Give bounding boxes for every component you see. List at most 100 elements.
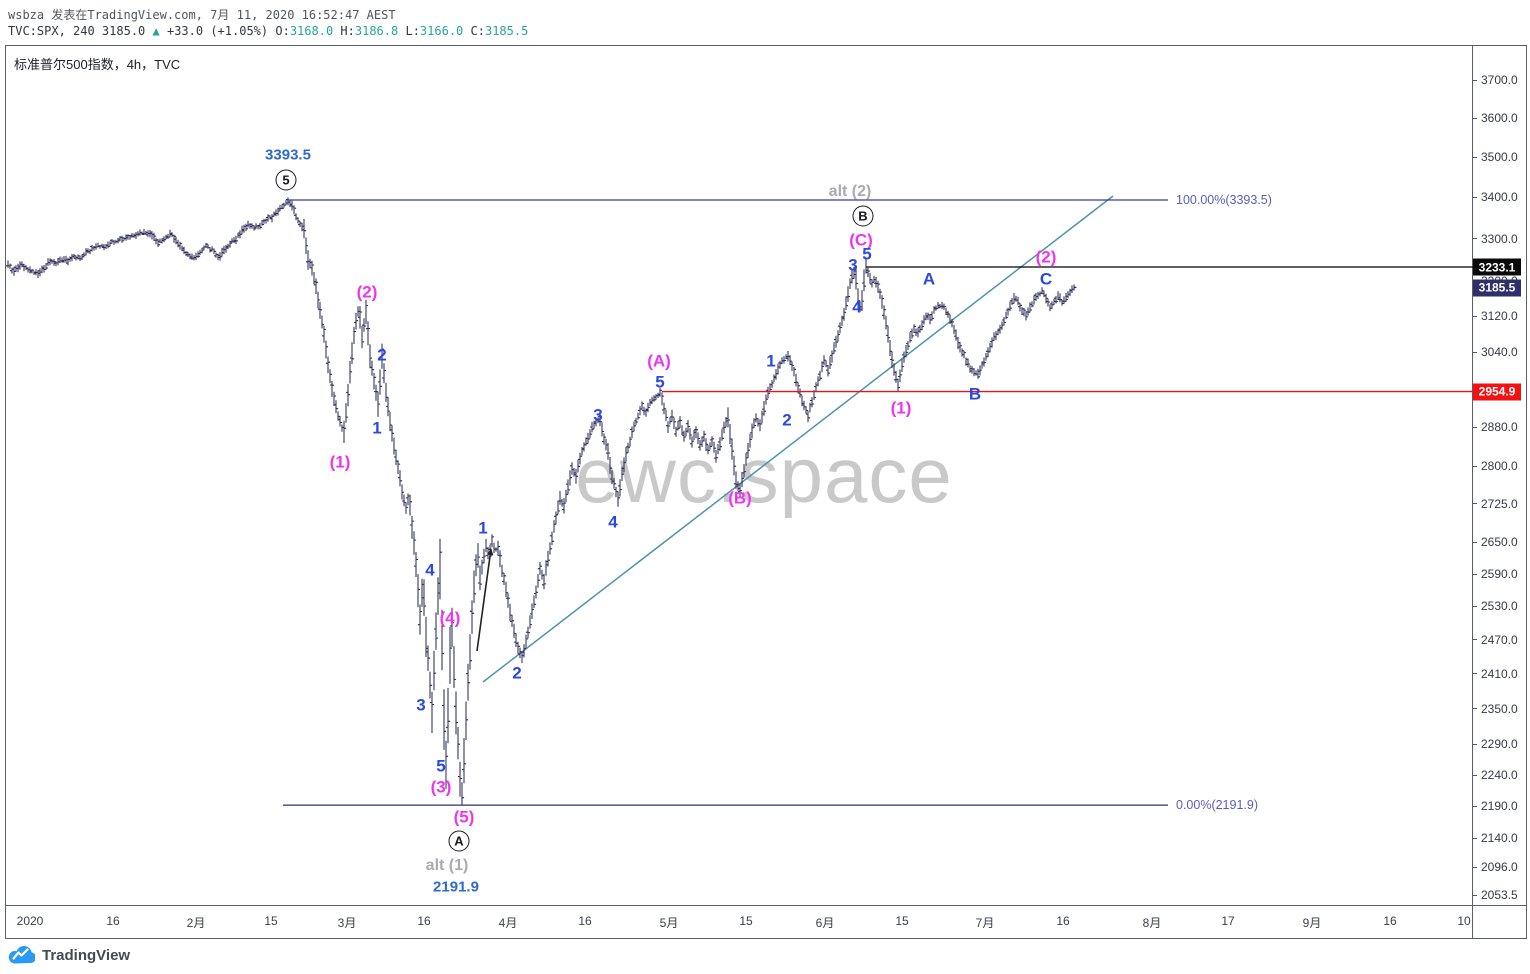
wave-label: A [922, 269, 936, 289]
symbol-ohlc-line: TVC:SPX, 240 3185.0 ▲ +33.0 (+1.05%) O:3… [8, 24, 528, 38]
wave-label: 1 [372, 418, 382, 438]
chart-title: 标准普尔500指数，4h，TVC [14, 57, 181, 72]
wave-label: 2 [377, 345, 387, 365]
open-value: 3168.0 [289, 24, 334, 38]
wave-label: (1) [890, 398, 912, 418]
price-tick: 3600.0 [1473, 111, 1518, 125]
price-tick: 2725.0 [1473, 497, 1518, 511]
price-tick: 2880.0 [1473, 420, 1518, 434]
price-tick: 2650.0 [1473, 535, 1518, 549]
price-tick: 2800.0 [1473, 459, 1518, 473]
change-up-icon: ▲ [152, 24, 160, 38]
wave-label: C [1039, 269, 1053, 289]
wave-label: 2191.9 [433, 878, 479, 896]
wave-label: 4 [608, 512, 618, 532]
price-tick: 3120.0 [1473, 309, 1518, 323]
price-tick: 3300.0 [1473, 232, 1518, 246]
price-tick: 2530.0 [1473, 599, 1518, 613]
wave-label: 3 [593, 405, 603, 425]
time-tick: 15 [264, 914, 278, 928]
price-tick: 2410.0 [1473, 667, 1518, 681]
fib-level-label: 0.00%(2191.9) [1176, 797, 1259, 812]
wave-label: alt (2) [828, 183, 872, 200]
wave-label: 5 [862, 244, 872, 264]
wave-label: A [448, 830, 470, 852]
open-key: O: [275, 24, 290, 38]
time-tick: 16 [1383, 914, 1397, 928]
time-tick: 9月 [1302, 916, 1322, 930]
time-tick: 4月 [498, 916, 518, 930]
wave-label: alt (1) [425, 857, 469, 874]
price-axis-divider [1472, 46, 1473, 938]
wave-label: 3393.5 [265, 146, 311, 164]
wave-label: 1 [766, 351, 776, 371]
high-key: H: [340, 24, 355, 38]
time-tick: 15 [895, 914, 909, 928]
price-badge: 3233.1 [1473, 258, 1521, 276]
high-value: 3186.8 [354, 24, 399, 38]
time-tick: 2月 [186, 916, 206, 930]
time-tick: 8月 [1142, 916, 1162, 930]
price-tick: 2096.0 [1473, 860, 1518, 874]
time-tick: 6月 [815, 916, 835, 930]
close-key: C: [470, 24, 485, 38]
wave-label: 4 [425, 560, 435, 580]
price-tick: 3500.0 [1473, 150, 1518, 164]
time-axis[interactable]: 2020 16 2月 15 3月 16 4月 16 5月 15 6月 15 7月 16 8月 17 9月 16 10 [5, 906, 1472, 937]
price-axis[interactable]: 3700.03600.03500.03400.03300.03200.03120… [1473, 46, 1527, 905]
low-key: L: [405, 24, 420, 38]
time-tick: 16 [578, 914, 592, 928]
wave-label: 2 [512, 663, 522, 683]
wave-label: (2) [1035, 247, 1057, 267]
wave-label: (A) [647, 351, 671, 371]
price-tick: 2470.0 [1473, 633, 1518, 647]
time-tick: 3月 [337, 916, 357, 930]
time-tick: 5月 [659, 916, 679, 930]
wave-label: 4 [852, 297, 862, 317]
time-tick: 10 [1457, 914, 1471, 928]
price-tick: 3040.0 [1473, 345, 1518, 359]
price-tick: 2350.0 [1473, 702, 1518, 716]
price-tick: 2290.0 [1473, 737, 1518, 751]
wave-label: 3 [848, 255, 858, 275]
time-axis-divider [5, 905, 1527, 906]
wave-label: (5) [453, 807, 475, 827]
low-value: 3166.0 [419, 24, 464, 38]
price-tick: 3700.0 [1473, 73, 1518, 87]
change-value: +33.0 (+1.05%) [166, 24, 269, 38]
chart-frame [5, 45, 1527, 939]
wave-label: 2 [782, 410, 792, 430]
wave-label: 1 [478, 518, 488, 538]
time-tick: 7月 [975, 916, 995, 930]
price-badge: 3185.5 [1473, 279, 1521, 297]
wave-label: 5 [655, 372, 665, 392]
tradingview-cloud-icon [8, 945, 35, 964]
time-tick: 16 [1056, 914, 1070, 928]
wave-label: (4) [439, 608, 461, 628]
fib-level-label: 100.00%(3393.5) [1176, 192, 1272, 207]
wave-label: (3) [430, 777, 452, 797]
symbol-info: TVC:SPX, 240 3185.0 [8, 24, 146, 38]
close-value: 3185.5 [484, 24, 529, 38]
time-tick: 2020 [16, 914, 44, 928]
price-tick: 2140.0 [1473, 831, 1518, 845]
price-tick: 3400.0 [1473, 190, 1518, 204]
price-tick: 2053.5 [1473, 888, 1518, 902]
tradingview-logo-text: TradingView [42, 946, 131, 964]
wave-label: (1) [329, 452, 351, 472]
price-tick: 2240.0 [1473, 768, 1518, 782]
wave-label: (2) [356, 282, 378, 302]
wave-label: 5 [275, 169, 297, 191]
wave-label: B [968, 384, 982, 404]
price-tick: 2190.0 [1473, 799, 1518, 813]
time-tick: 15 [739, 914, 753, 928]
time-tick: 17 [1221, 914, 1235, 928]
time-tick: 16 [106, 914, 120, 928]
tradingview-logo[interactable]: TradingView [8, 943, 130, 967]
publish-byline: wsbza 发表在TradingView.com, 7月 11, 2020 16… [8, 8, 396, 22]
wave-label: 5 [436, 756, 446, 776]
price-tick: 2590.0 [1473, 567, 1518, 581]
time-tick: 16 [417, 914, 431, 928]
